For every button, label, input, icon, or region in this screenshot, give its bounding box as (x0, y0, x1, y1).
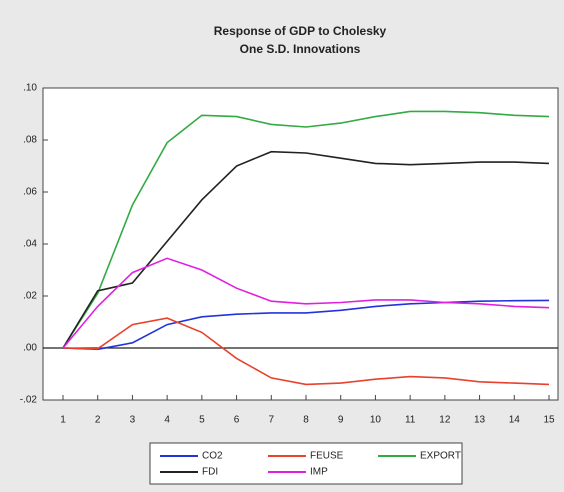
legend (149, 442, 463, 485)
legend-label: FDI (202, 467, 218, 478)
chart-subtitle: One S.D. Innovations (240, 42, 361, 56)
y-tick-label: .10 (23, 83, 37, 94)
x-tick-label: 2 (95, 415, 101, 426)
x-tick-label: 1 (60, 415, 66, 426)
x-tick-label: 13 (474, 415, 486, 426)
series-line (62, 150, 550, 349)
chart-title: Response of GDP to Cholesky (214, 24, 387, 38)
x-tick-label: 3 (130, 415, 136, 426)
x-tick-label: 6 (234, 415, 240, 426)
x-tick-label: 7 (269, 415, 275, 426)
series-line (62, 257, 550, 349)
series-line (62, 299, 550, 351)
y-tick-label: -.02 (20, 395, 38, 406)
x-tick-label: 12 (439, 415, 451, 426)
y-tick-label: .02 (23, 291, 37, 302)
legend-label: CO2 (202, 451, 223, 462)
y-tick-label: .06 (23, 187, 37, 198)
legend-label: FEUSE (310, 451, 344, 462)
y-tick-label: .08 (23, 135, 37, 146)
series-line (62, 110, 550, 349)
x-tick-label: 14 (509, 415, 521, 426)
y-tick-label: .00 (23, 343, 37, 354)
x-tick-label: 8 (303, 415, 309, 426)
legend-label: EXPORT (420, 451, 461, 462)
x-tick-label: 15 (543, 415, 555, 426)
x-tick-label: 9 (338, 415, 344, 426)
x-tick-label: 11 (405, 415, 416, 426)
y-tick-label: .04 (23, 239, 37, 250)
series-line (62, 317, 550, 386)
plot-area (42, 87, 559, 401)
x-tick-label: 5 (199, 415, 205, 426)
legend-label: IMP (310, 467, 328, 478)
x-tick-label: 4 (164, 415, 170, 426)
x-tick-label: 10 (370, 415, 382, 426)
